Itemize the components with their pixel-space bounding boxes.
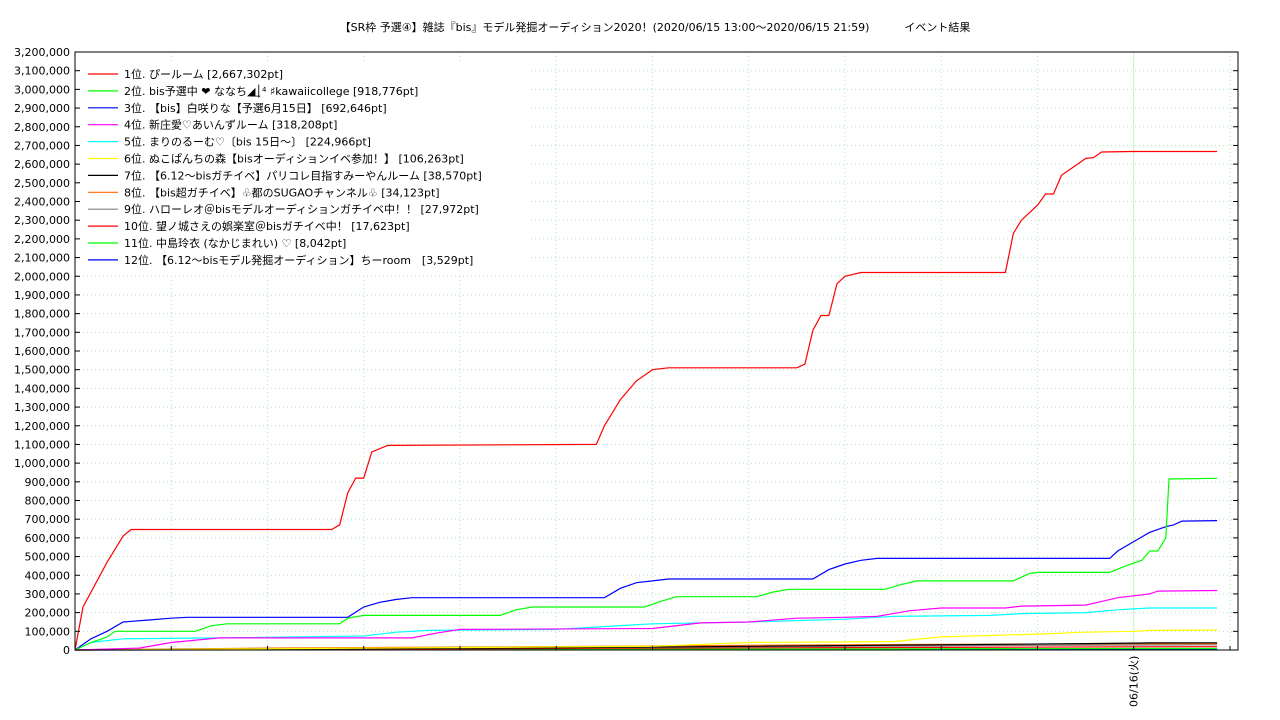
y-tick-label: 2,700,000 — [14, 139, 70, 152]
y-tick-label: 3,100,000 — [14, 65, 70, 78]
legend-entry: 9位. ハローレオ＠bisモデルオーディションガチイベ中！！ [27,972pt… — [124, 202, 479, 216]
legend-entry: 7位. 【6.12〜bisガチイベ】パリコレ目指すみーやんルーム [38,570… — [124, 168, 482, 182]
y-tick-label: 1,500,000 — [14, 364, 70, 377]
y-tick-label: 2,800,000 — [14, 121, 70, 134]
legend-entry: 11位. 中島玲衣 (なかじまれい) ♡ [8,042pt] — [124, 236, 346, 250]
chart-subtitle-text: イベント結果 — [904, 21, 971, 34]
series-line-2 — [74, 477, 1218, 651]
series-line-4 — [74, 589, 1218, 651]
y-tick-label: 2,200,000 — [14, 233, 70, 246]
legend-entry: 1位. ぴールーム [2,667,302pt] — [124, 67, 283, 81]
legend-entry: 6位. ぬこぱんちの森【bisオーディションイベ参加！】 [106,263pt] — [124, 152, 464, 166]
y-tick-label: 3,000,000 — [14, 83, 70, 96]
y-tick-label: 500,000 — [25, 551, 71, 564]
y-tick-label: 300,000 — [25, 588, 71, 601]
legend-entry: 3位. 【bis】白咲りな【予選6月15日】 [692,646pt] — [124, 101, 387, 115]
y-tick-label: 1,400,000 — [14, 382, 70, 395]
legend-entry: 10位. 望ノ城さえの娯楽室＠bisガチイベ中！ [17,623pt] — [124, 219, 410, 233]
y-tick-label: 1,100,000 — [14, 438, 70, 451]
x-tick-label: 06/16(火) — [1128, 656, 1141, 707]
x-axis: 06/16(火) — [74, 646, 1231, 707]
chart-title: 【SR枠 予選④】雑誌『bis』モデル発掘オーディション2020！(2020/0… — [0, 19, 1280, 35]
legend-entry: 8位. 【bis超ガチイベ】♧都のSUGAOチャンネル♧ [34,123pt] — [124, 185, 440, 199]
y-tick-label: 2,900,000 — [14, 102, 70, 115]
y-tick-label: 2,100,000 — [14, 252, 70, 265]
y-tick-label: 1,000,000 — [14, 457, 70, 470]
y-tick-label: 1,900,000 — [14, 289, 70, 302]
y-tick-label: 800,000 — [25, 495, 71, 508]
legend-entry: 12位. 【6.12〜bisモデル発掘オーディション】ちーroom [3,529… — [124, 253, 473, 267]
y-tick-label: 100,000 — [25, 625, 71, 638]
y-tick-label: 600,000 — [25, 532, 71, 545]
y-tick-label: 0 — [63, 644, 70, 657]
y-tick-label: 900,000 — [25, 476, 71, 489]
series-line-6 — [74, 629, 1218, 651]
legend-entry: 5位. まりのるーむ♡〔bis 15日〜〕 [224,966pt] — [124, 135, 371, 149]
legend-entry: 2位. bis予選中 ❤ ななち◢͟│⁴ ♯kawaiicollege [918… — [124, 84, 418, 98]
y-tick-label: 2,000,000 — [14, 270, 70, 283]
y-tick-label: 400,000 — [25, 569, 71, 582]
y-tick-label: 2,300,000 — [14, 214, 70, 227]
series-line-1 — [74, 150, 1218, 651]
series-line-3 — [74, 520, 1218, 651]
y-tick-label: 700,000 — [25, 513, 71, 526]
y-tick-label: 1,300,000 — [14, 401, 70, 414]
y-axis: 0 100,000 200,000 300,000 400,000 500,000 600,… — [14, 46, 1238, 657]
y-tick-label: 1,800,000 — [14, 308, 70, 321]
y-tick-label: 3,200,000 — [14, 46, 70, 59]
y-tick-label: 1,600,000 — [14, 345, 70, 358]
legend-entry: 4位. 新庄愛♡あいんずルーム [318,208pt] — [124, 118, 337, 132]
y-tick-label: 200,000 — [25, 607, 71, 620]
y-tick-label: 1,700,000 — [14, 326, 70, 339]
y-tick-label: 1,200,000 — [14, 420, 70, 433]
chart-title-text: 【SR枠 予選④】雑誌『bis』モデル発掘オーディション2020！(2020/0… — [339, 21, 870, 34]
y-tick-label: 2,600,000 — [14, 158, 70, 171]
legend-box — [80, 62, 530, 274]
y-tick-label: 2,400,000 — [14, 196, 70, 209]
legend: 1位. ぴールーム [2,667,302pt] 2位. bis予選中 ❤ ななち◢… — [80, 62, 530, 274]
y-tick-label: 2,500,000 — [14, 177, 70, 190]
